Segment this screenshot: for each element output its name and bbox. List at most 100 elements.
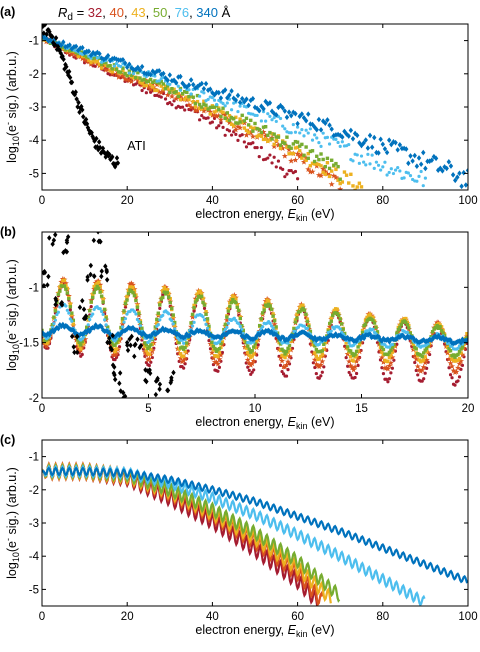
data-point xyxy=(69,79,75,86)
data-point xyxy=(61,56,66,63)
data-point xyxy=(420,364,427,370)
data-point xyxy=(146,355,153,362)
data-point xyxy=(76,51,80,56)
data-point xyxy=(387,359,394,366)
data-point xyxy=(71,318,76,322)
data-point xyxy=(168,300,172,305)
data-point xyxy=(113,70,120,77)
data-point xyxy=(85,325,89,329)
data-point xyxy=(257,323,262,328)
data-point xyxy=(332,332,337,339)
data-point xyxy=(242,140,246,144)
data-point xyxy=(390,345,395,349)
data-point xyxy=(159,84,163,88)
data-point xyxy=(259,134,264,138)
data-point xyxy=(151,330,157,336)
data-point xyxy=(341,327,345,331)
data-point xyxy=(216,356,223,362)
data-point xyxy=(404,320,408,325)
data-point xyxy=(242,126,247,130)
data-point xyxy=(159,71,164,78)
data-point xyxy=(415,179,419,183)
data-point xyxy=(347,181,351,185)
data-point xyxy=(137,311,141,316)
data-point xyxy=(242,334,247,341)
data-point xyxy=(45,282,50,288)
data-point xyxy=(138,324,143,328)
data-point xyxy=(129,281,136,288)
data-point xyxy=(246,130,251,134)
data-point xyxy=(217,340,222,344)
data-point xyxy=(325,117,330,123)
legend-entry-1: 40 xyxy=(109,5,123,20)
data-point xyxy=(64,49,71,56)
data-point xyxy=(237,99,243,106)
data-point xyxy=(113,343,117,347)
data-point xyxy=(100,327,106,333)
data-point xyxy=(155,375,160,382)
data-point xyxy=(156,323,160,327)
data-point xyxy=(304,312,308,316)
data-point xyxy=(112,55,117,62)
data-point xyxy=(329,158,334,162)
data-point xyxy=(182,355,189,362)
data-point xyxy=(359,185,364,189)
data-point xyxy=(348,354,353,359)
data-point xyxy=(67,311,71,315)
data-point xyxy=(335,312,339,316)
data-point xyxy=(457,356,462,361)
data-point xyxy=(417,368,424,374)
data-point xyxy=(246,359,253,366)
data-point xyxy=(216,89,221,96)
data-point xyxy=(255,113,259,118)
data-point xyxy=(338,181,342,186)
data-point xyxy=(233,97,239,103)
data-point xyxy=(371,315,375,320)
data-point xyxy=(229,108,234,112)
data-point xyxy=(380,350,384,355)
data-point xyxy=(246,123,251,127)
data-point xyxy=(168,379,173,386)
x-tick-label: 100 xyxy=(458,195,477,207)
data-point xyxy=(65,308,69,312)
data-point xyxy=(110,67,114,71)
data-point xyxy=(291,151,296,156)
data-point xyxy=(204,312,208,316)
data-point xyxy=(381,372,386,376)
data-point xyxy=(326,323,333,330)
data-point xyxy=(65,43,70,49)
data-point xyxy=(164,91,171,98)
data-point xyxy=(221,101,225,106)
data-point xyxy=(307,168,314,175)
data-point xyxy=(198,118,202,122)
data-point xyxy=(107,341,114,348)
data-point xyxy=(255,134,259,139)
data-point xyxy=(165,77,170,84)
data-point xyxy=(140,88,144,93)
data-point xyxy=(423,165,428,172)
data-point xyxy=(300,128,304,132)
data-point xyxy=(189,94,193,99)
data-point xyxy=(244,346,248,350)
data-point xyxy=(305,317,310,321)
data-point xyxy=(210,355,217,361)
data-point xyxy=(53,35,59,41)
data-point xyxy=(202,91,206,95)
data-point xyxy=(252,352,256,356)
data-point xyxy=(314,347,319,352)
x-axis-label: electron energy, Ekin (eV) xyxy=(195,207,334,223)
data-point xyxy=(453,355,457,359)
data-point xyxy=(284,374,289,378)
data-point xyxy=(353,375,357,380)
data-point xyxy=(453,383,457,387)
data-point xyxy=(280,140,285,144)
data-point xyxy=(398,169,402,173)
data-point xyxy=(123,399,127,405)
data-point xyxy=(262,306,266,310)
data-point xyxy=(420,354,424,359)
data-point xyxy=(257,155,261,159)
data-point xyxy=(113,358,117,362)
data-point xyxy=(411,342,415,347)
data-point xyxy=(405,330,409,334)
data-point xyxy=(367,132,373,139)
